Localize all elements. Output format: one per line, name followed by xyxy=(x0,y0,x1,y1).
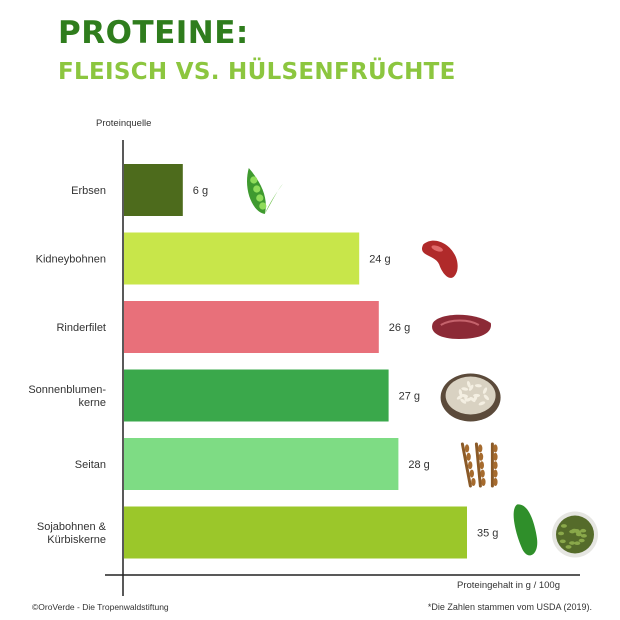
y-axis-label: Proteinquelle xyxy=(96,118,152,129)
category-label: Rinderfilet xyxy=(56,322,106,334)
wheat-ears-icon xyxy=(460,442,498,488)
chart-subtitle: FLEISCH VS. HÜLSENFRÜCHTE xyxy=(58,59,456,85)
value-label: 35 g xyxy=(477,528,498,540)
bar-3 xyxy=(124,369,389,422)
credit-text: ©OroVerde - Die Tropenwaldstiftung xyxy=(32,602,169,612)
kidney-bean-icon xyxy=(421,240,458,278)
value-label: 24 g xyxy=(369,254,390,266)
category-label: Sojabohnen & Kürbiskerne xyxy=(37,521,107,546)
bar-4 xyxy=(124,438,399,490)
source-note: *Die Zahlen stammen vom USDA (2019). xyxy=(427,602,592,612)
bar-5 xyxy=(124,506,467,559)
beef-steak-icon xyxy=(432,314,492,339)
value-label: 26 g xyxy=(389,322,410,334)
bars-group: Erbsen 6 g Kidneybohnen 24 g Rinderfilet 26 g… xyxy=(28,164,498,559)
chart-title: PROTEINE: xyxy=(58,15,249,51)
value-label: 6 g xyxy=(193,185,208,197)
category-label: Erbsen xyxy=(71,185,106,197)
category-label: Sonnenblumen-kerne xyxy=(28,384,106,409)
soybean-pumpkin-seeds-icon xyxy=(513,504,598,558)
sunflower-seeds-bowl-icon xyxy=(440,373,501,422)
x-axis-label: Proteingehalt in g / 100g xyxy=(457,580,560,591)
category-label: Kidneybohnen xyxy=(36,254,106,266)
icons-group xyxy=(247,168,598,558)
value-label: 27 g xyxy=(399,391,420,403)
axes-group xyxy=(105,140,580,596)
bar-2 xyxy=(124,301,379,353)
bar-1 xyxy=(124,232,360,285)
pea-pod-icon xyxy=(247,168,283,214)
category-label: Seitan xyxy=(75,459,106,471)
value-label: 28 g xyxy=(408,459,429,471)
bar-0 xyxy=(124,164,183,216)
